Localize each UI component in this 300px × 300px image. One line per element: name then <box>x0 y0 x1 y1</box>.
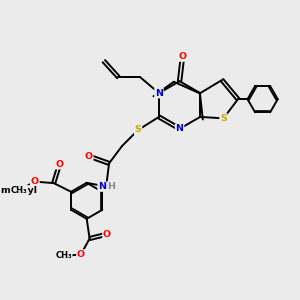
Text: O: O <box>178 52 187 61</box>
Text: CH₃: CH₃ <box>11 186 27 195</box>
Text: O: O <box>85 152 93 160</box>
Text: O: O <box>56 160 64 169</box>
Text: S: S <box>135 125 142 134</box>
Text: N: N <box>98 182 106 191</box>
Text: methyl: methyl <box>0 186 38 195</box>
Text: methoxy: methoxy <box>19 189 25 190</box>
Text: S: S <box>220 114 227 123</box>
Text: N: N <box>155 88 163 98</box>
Text: O: O <box>77 250 85 259</box>
Text: H: H <box>108 182 116 191</box>
Text: N: N <box>176 124 184 133</box>
Text: CH₃: CH₃ <box>55 251 72 260</box>
Text: O: O <box>103 230 111 239</box>
Text: methyl: methyl <box>16 190 21 191</box>
Text: O: O <box>15 190 16 191</box>
Text: O: O <box>31 177 39 186</box>
